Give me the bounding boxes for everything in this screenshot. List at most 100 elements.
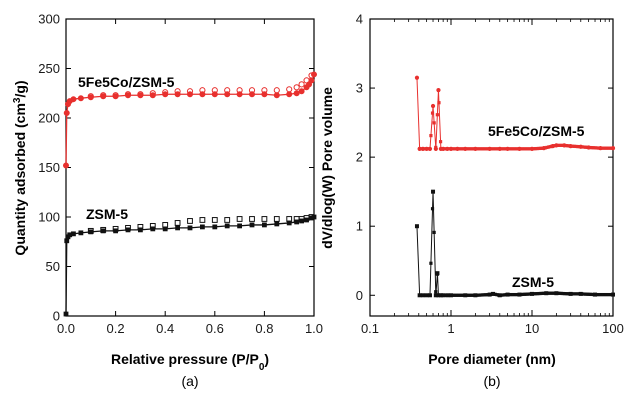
panel-b-data-point [568,143,573,149]
panel-b-data-point [578,144,583,149]
panel-a-adsorption-point [187,225,193,231]
panel-b-data-point [562,143,567,148]
panel-b-data-point [530,291,534,296]
panel-b-data-point [493,292,497,296]
panel-b-data-point [505,146,510,151]
panel-b-data-point [441,293,446,298]
panel-b-data-point [480,293,485,297]
panel-b-data-point [455,293,459,297]
panel-b-data-point [469,293,473,297]
panel-b-data-point [598,146,603,151]
panel-b-data-point [509,292,514,297]
panel-b-data-point [610,146,616,151]
panel-a-annotation-zsm5: ZSM-5 [86,206,128,222]
panel-b-data-point [436,88,441,93]
panel-b-data-point [501,147,506,151]
panel-b-data-point [463,146,468,151]
panel-a-desorption-point [293,84,300,91]
panel-a-y-tick-label: 200 [38,111,60,126]
panel-a-plot-frame [65,18,315,317]
panel-b-y-axis-label: dV/dlog(W) Pore volume [319,87,335,249]
panel-b-data-point [584,292,588,296]
panel-b-data-point [467,293,472,297]
panel-b-data-point [534,292,538,296]
panel-b-data-point [500,293,504,297]
panel-b-data-point [432,121,436,125]
panel-b-data-point [566,144,570,148]
panel-b-data-point [477,293,481,297]
panel-b-data-point [522,292,526,296]
panel-b-data-point [469,147,473,151]
panel-b-data-point [525,147,530,151]
panel-b-data-point [455,146,460,151]
panel-b-data-point [600,292,604,297]
panel-b-data-point [433,146,438,151]
panel-b-data-point [482,147,486,151]
panel-b-data-point [606,146,610,150]
panel-b-data-point [534,147,538,151]
panel-b-series [414,75,616,298]
panel-b-data-point [606,292,610,297]
panel-b-data-point [524,292,528,296]
panel-a-adsorption-point [137,92,144,99]
panel-a-desorption-point [187,218,193,224]
panel-b-data-point [511,292,515,297]
panel-b-data-point [575,292,580,296]
panel-b-data-point [420,146,426,151]
panel-a-adsorption-point [71,231,76,237]
panel-b-data-point [459,147,464,151]
panel-b-x-tick-label: 10 [525,321,539,336]
panel-a-adsorption-point [77,95,84,102]
panel-b-data-point [582,145,586,149]
panel-b-data-point [585,292,589,296]
panel-b-data-point [480,147,485,151]
panel-a-adsorption-point [100,228,106,234]
panel-b-data-point [537,146,541,151]
panel-b-data-point [461,293,465,297]
panel-b-data-point [590,146,594,150]
panel-b-data-point [484,147,488,151]
panel-a-desorption-point [261,216,268,222]
panel-b-data-point [561,291,565,296]
panel-b-data-point [532,292,536,296]
panel-a-y-tick-label: 250 [38,61,60,76]
panel-b-data-point [467,147,472,151]
panel-a-x-tick-label: 0.6 [206,321,224,336]
panel-b-data-point [458,147,462,151]
panel-b-data-point [479,147,483,151]
panel-a-adsorption-point [248,91,255,98]
panel-b-data-point [587,292,591,296]
panel-a-axis-ticks: 0.0 0.2 0.4 0.6 0.8 1.0 0 50 100 150 200 250 300 [38,12,323,337]
panel-a-adsorption-point [311,214,317,220]
panel-a-adsorption-point [162,91,169,98]
panel-b-data-point [429,134,433,138]
panel-b-data-point [529,146,535,151]
panel-b-data-point [574,144,578,149]
panel-b-data-point [611,292,615,297]
panel-a-adsorption-point [64,238,70,244]
panel-b-axis-ticks: 0.1 1 10 100 0 1 2 3 4 [356,12,624,337]
panel-b-data-point [476,147,480,151]
panel-b-data-point [527,147,531,151]
panel-b-data-point [473,293,478,298]
panel-b-data-point [558,143,562,147]
panel-b-data-point [438,293,443,298]
panel-a-adsorption-point [274,221,280,227]
panel-a-adsorption-point [175,225,180,231]
panel-b-data-point [596,292,601,297]
panel-b-data-point [436,293,441,298]
panel-a-series-line [65,216,315,315]
panel-b-data-point [438,140,443,144]
panel-b-data-point [575,144,580,149]
panel-b-data-point [487,292,492,297]
panel-b-data-point [593,146,597,150]
panel-a-x-tick-label: 0.4 [156,321,174,336]
panel-b-data-point [448,146,454,151]
panel-b-data-point [595,146,599,150]
panel-b-data-point [548,291,552,295]
panel-b-data-point [461,147,465,151]
panel-b-y-tick-label: 2 [356,150,363,165]
panel-b-data-point [437,101,441,105]
panel-a-adsorption-point [174,91,181,98]
panel-a-isotherm-chart: 0.0 0.2 0.4 0.6 0.8 1.0 0 50 100 150 200 250 300 5Fe… [12,12,324,390]
